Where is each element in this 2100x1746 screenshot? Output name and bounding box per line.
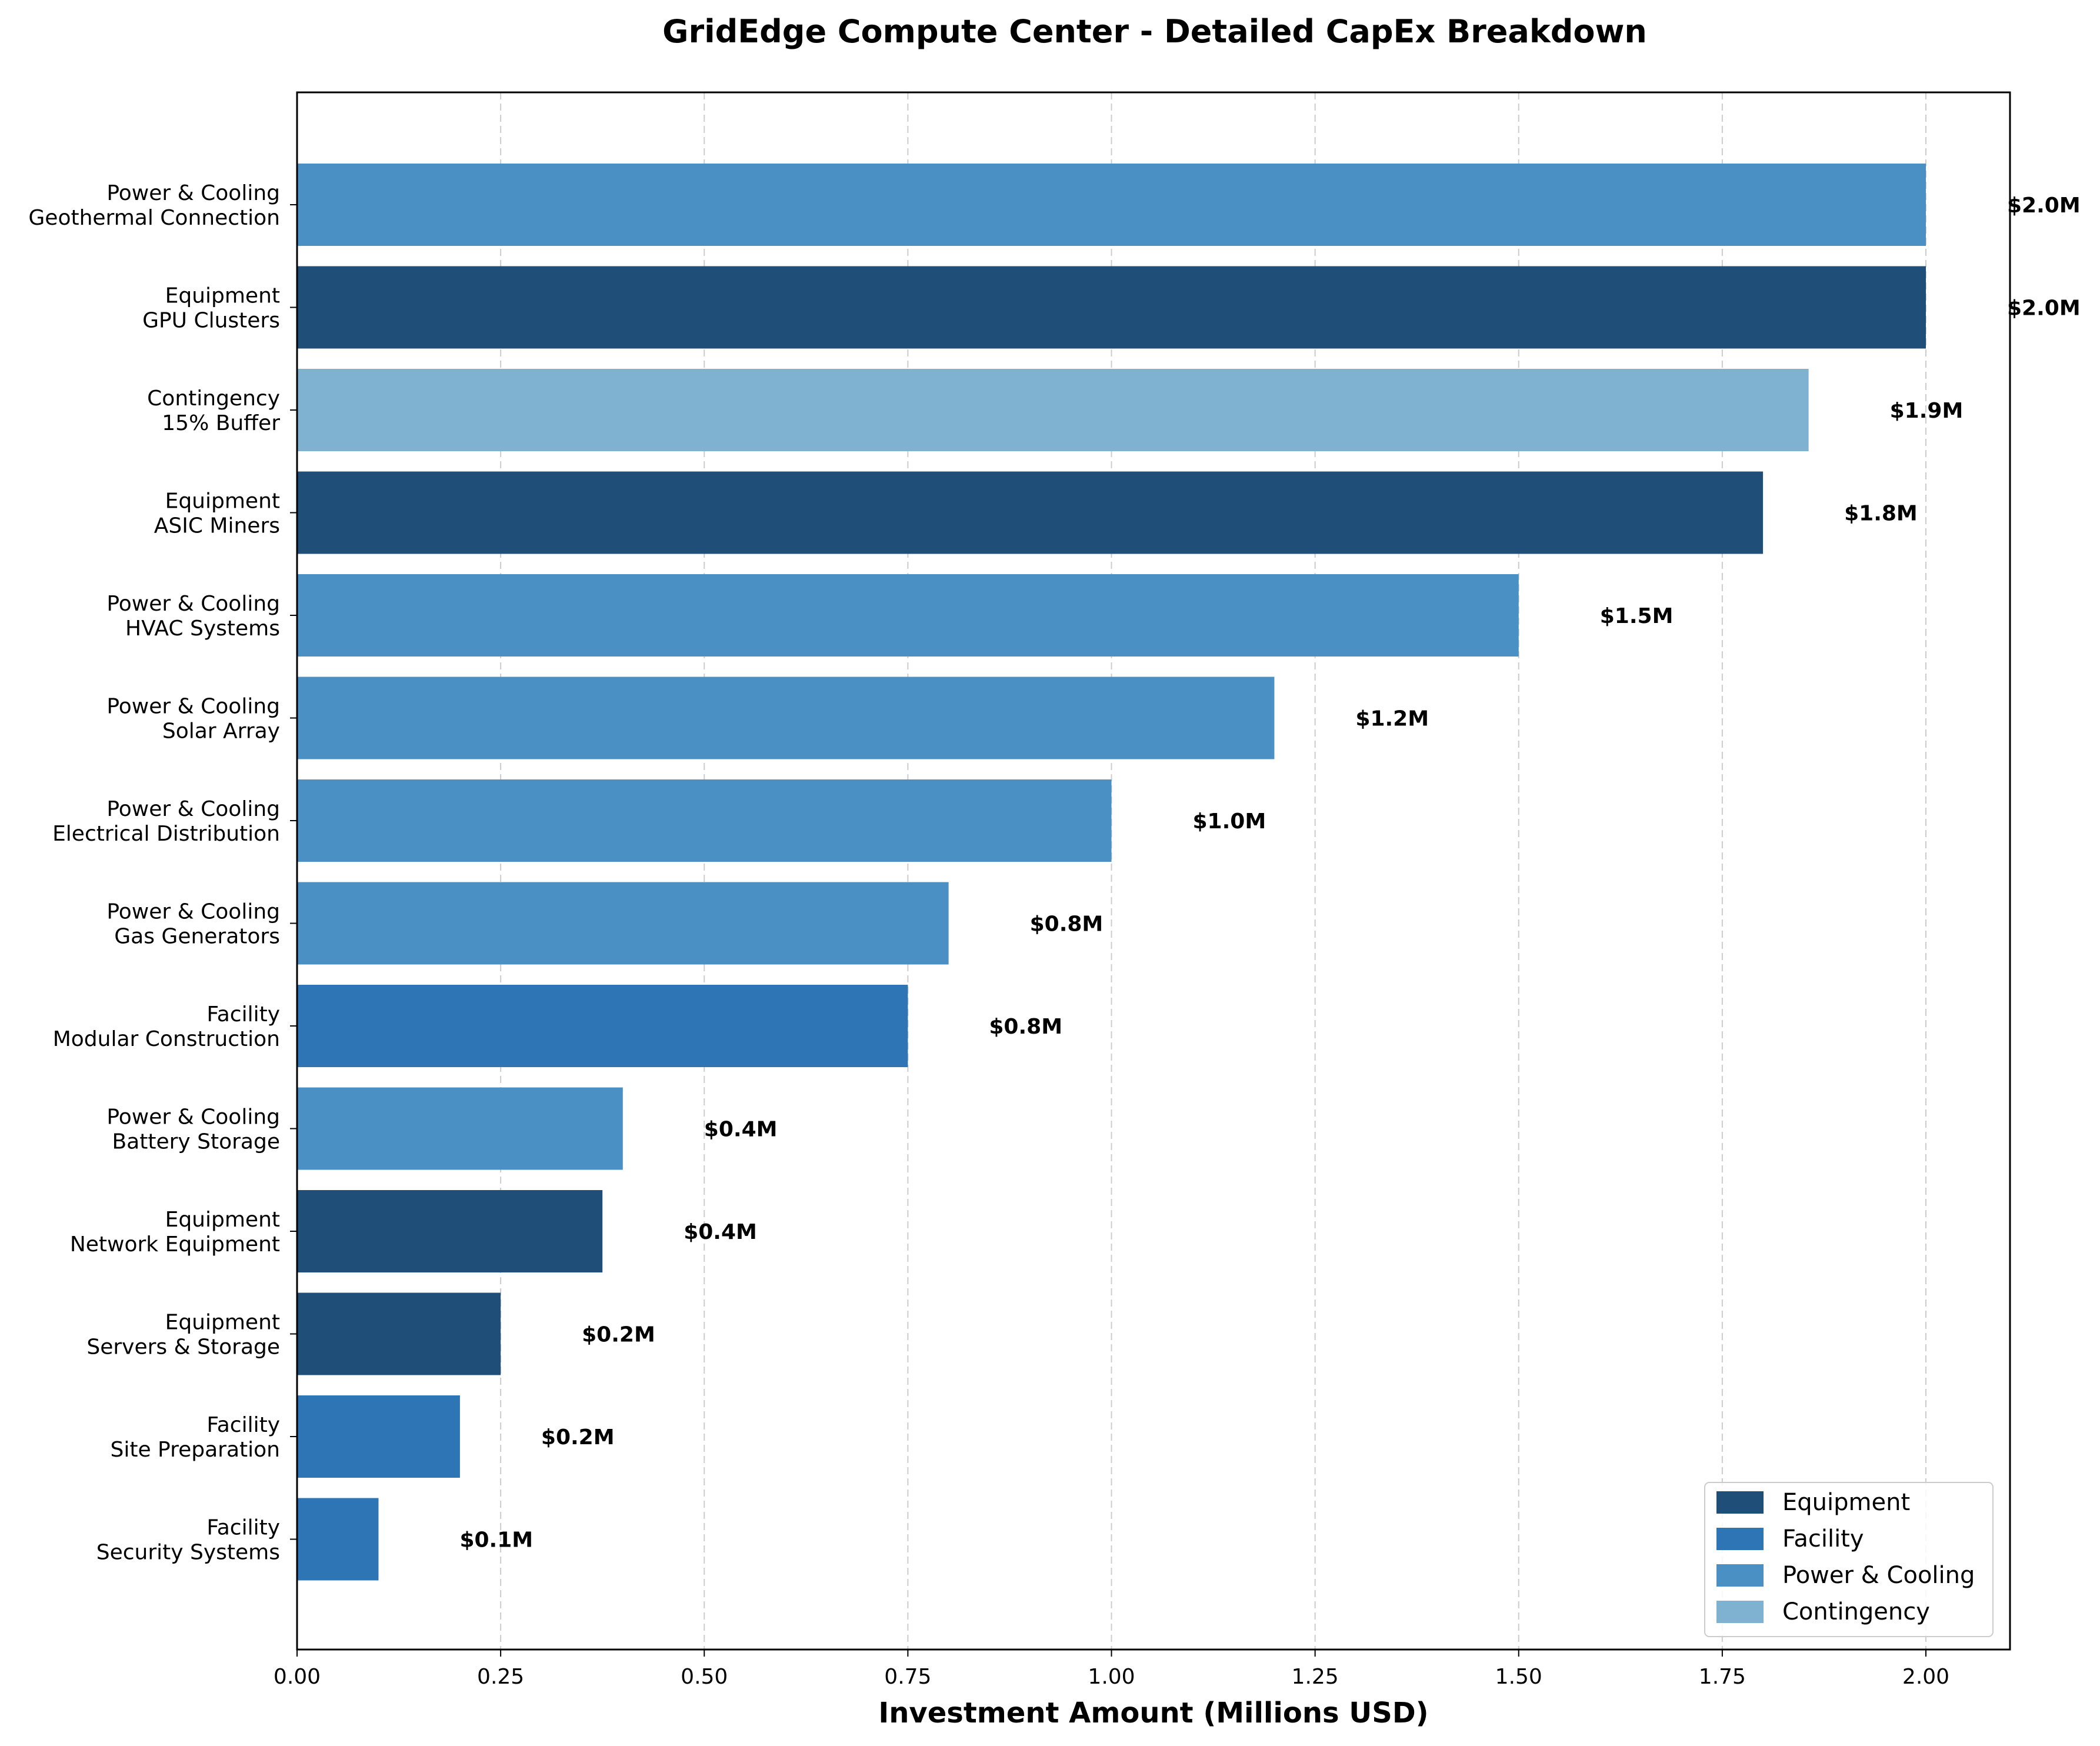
legend-swatch	[1716, 1491, 1764, 1514]
y-tick-item: Site Preparation	[110, 1438, 280, 1462]
y-tick-item: 15% Buffer	[162, 411, 280, 435]
bar	[297, 164, 1926, 246]
y-tick-category: Equipment	[165, 1208, 280, 1232]
y-tick-item: Modular Construction	[53, 1027, 280, 1051]
y-tick-item: GPU Clusters	[142, 309, 280, 333]
y-tick-category: Facility	[206, 1002, 280, 1027]
x-tick-label: 2.00	[1902, 1665, 1949, 1689]
legend-swatch	[1716, 1528, 1764, 1550]
y-tick-category: Power & Cooling	[106, 797, 280, 821]
bar-value-label: $1.0M	[1193, 809, 1266, 834]
y-tick-item: Servers & Storage	[86, 1335, 280, 1360]
x-tick-label: 0.75	[884, 1665, 931, 1689]
bar-value-label: $1.9M	[1890, 399, 1964, 423]
bar-value-label: $0.8M	[1030, 912, 1104, 937]
bar-value-label: $1.8M	[1844, 502, 1918, 526]
y-tick-category: Power & Cooling	[106, 1105, 280, 1129]
x-tick-label: 0.25	[477, 1665, 524, 1689]
bar-value-label: $2.0M	[2007, 194, 2081, 218]
bar	[297, 1087, 623, 1170]
y-tick-item: Electrical Distribution	[52, 822, 280, 846]
legend-swatch	[1716, 1601, 1764, 1623]
y-tick-item: Network Equipment	[70, 1232, 280, 1257]
bar	[297, 471, 1764, 554]
legend-box	[1704, 1482, 1994, 1637]
bar-value-label: $0.2M	[541, 1425, 615, 1450]
y-tick-category: Equipment	[165, 489, 280, 514]
y-tick-category: Facility	[206, 1413, 280, 1437]
y-tick-category: Facility	[206, 1516, 280, 1540]
y-tick-category: Equipment	[165, 284, 280, 308]
bar-value-label: $1.5M	[1600, 604, 1674, 628]
x-axis-ticks: 0.00 0.25 0.50 0.75 1.00 1.25 1.50 1.75 2.00	[274, 1650, 1949, 1689]
y-tick-category: Power & Cooling	[106, 592, 280, 616]
bar	[297, 574, 1519, 657]
bar	[297, 985, 908, 1067]
y-tick-item: Solar Array	[162, 719, 280, 744]
bar	[297, 1498, 379, 1581]
chart-title: GridEdge Compute Center - Detailed CapEx…	[662, 13, 1647, 50]
legend-label: Facility	[1782, 1525, 1864, 1552]
value-labels: $2.0M $2.0M $1.9M $1.8M $1.5M $1.2M $1.0M $0.8M…	[459, 194, 2080, 1552]
bar	[297, 1292, 501, 1375]
legend-label: Equipment	[1782, 1489, 1910, 1516]
y-tick-item: HVAC Systems	[125, 617, 280, 641]
legend: Equipment Facility Power & Cooling Continge…	[1704, 1482, 1994, 1637]
x-tick-label: 0.00	[274, 1665, 321, 1689]
bar-value-label: $2.0M	[2007, 296, 2081, 321]
y-tick-category: Equipment	[165, 1311, 280, 1335]
plot-frame	[296, 91, 2011, 1651]
bar	[297, 677, 1275, 759]
legend-swatch	[1716, 1564, 1764, 1587]
bar	[297, 369, 1809, 451]
x-tick-label: 1.50	[1495, 1665, 1542, 1689]
bar-value-label: $0.2M	[582, 1323, 655, 1347]
legend-label: Contingency	[1782, 1598, 1930, 1625]
y-tick-category: Power & Cooling	[106, 181, 280, 205]
bars	[297, 164, 1926, 1581]
bar-value-label: $0.1M	[459, 1528, 533, 1552]
x-tick-label: 0.50	[681, 1665, 728, 1689]
bar-value-label: $0.4M	[684, 1220, 757, 1244]
bar	[297, 1190, 603, 1272]
x-tick-label: 1.00	[1088, 1665, 1135, 1689]
y-tick-item: Security Systems	[96, 1541, 280, 1565]
bar	[297, 779, 1112, 862]
y-tick-category: Power & Cooling	[106, 695, 280, 719]
bar	[297, 882, 949, 965]
x-tick-label: 1.25	[1292, 1665, 1339, 1689]
y-tick-item: Battery Storage	[112, 1130, 280, 1154]
x-axis-label: Investment Amount (Millions USD)	[878, 1697, 1428, 1730]
x-tick-label: 1.75	[1699, 1665, 1746, 1689]
y-tick-category: Power & Cooling	[106, 900, 280, 924]
y-tick-item: Geothermal Connection	[28, 206, 280, 230]
bar-value-label: $1.2M	[1355, 707, 1429, 731]
y-tick-category: Contingency	[147, 386, 280, 411]
bar-value-label: $0.4M	[704, 1118, 778, 1142]
legend-label: Power & Cooling	[1782, 1562, 1975, 1589]
bar	[297, 266, 1926, 349]
bar	[297, 1395, 460, 1478]
y-tick-item: Gas Generators	[114, 925, 280, 949]
bar-value-label: $0.8M	[989, 1015, 1062, 1039]
y-tick-item: ASIC Miners	[154, 514, 280, 538]
